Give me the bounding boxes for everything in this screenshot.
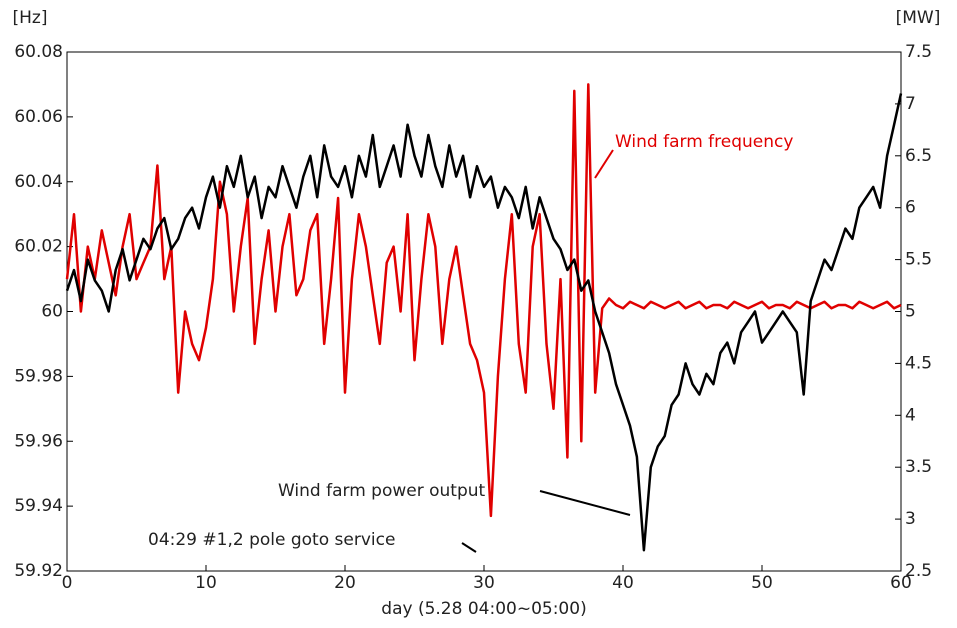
y-tick-label: 60 [41, 302, 63, 322]
annotation: Wind farm frequency [615, 132, 793, 152]
y2-tick-label: 2.5 [905, 561, 932, 581]
y-tick-label: 59.98 [14, 366, 63, 386]
y2-tick-label: 4.5 [905, 353, 932, 373]
y-tick-label: 60.08 [14, 42, 63, 62]
x-tick-label: 30 [473, 573, 495, 593]
x-axis-label: day (5.28 04:00~05:00) [381, 599, 586, 619]
y-axis-label: [Hz] [13, 8, 48, 28]
y2-tick-label: 4 [905, 405, 916, 425]
y2-tick-label: 5.5 [905, 250, 932, 270]
x-tick-label: 0 [62, 573, 73, 593]
y-tick-label: 59.96 [14, 431, 63, 451]
y-tick-label: 60.02 [14, 237, 63, 257]
y2-tick-label: 7.5 [905, 42, 932, 62]
y-tick-label: 59.94 [14, 496, 63, 516]
y2-axis-label: [MW] [896, 8, 941, 28]
y-tick-label: 60.04 [14, 172, 63, 192]
y2-tick-label: 5 [905, 302, 916, 322]
y2-tick-label: 6.5 [905, 146, 932, 166]
annotation: Wind farm power output [278, 481, 486, 501]
y2-tick-label: 6 [905, 198, 916, 218]
y2-tick-label: 7 [905, 94, 916, 114]
y2-tick-label: 3.5 [905, 457, 932, 477]
annotation: 04:29 #1,2 pole goto service [148, 530, 395, 550]
x-tick-label: 10 [195, 573, 217, 593]
x-tick-label: 20 [334, 573, 356, 593]
y-tick-label: 60.06 [14, 107, 63, 127]
chart: [Hz] [MW] day (5.28 04:00~05:00) Wind fa… [0, 0, 957, 628]
y2-tick-label: 3 [905, 509, 916, 529]
x-tick-label: 40 [612, 573, 634, 593]
y-tick-label: 59.92 [14, 561, 63, 581]
x-tick-label: 50 [751, 573, 773, 593]
